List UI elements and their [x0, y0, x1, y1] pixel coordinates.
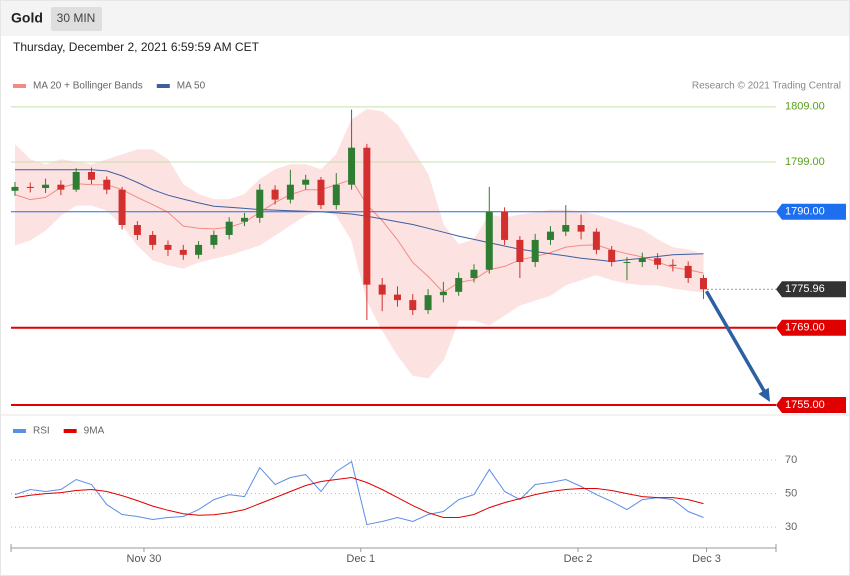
copyright: Research © 2021 Trading Central — [692, 81, 841, 92]
forecast-arrowhead — [758, 387, 770, 403]
x-tick-label: Dec 1 — [346, 553, 375, 565]
candle-body — [42, 184, 50, 189]
x-tick-label: Dec 3 — [692, 553, 721, 565]
candle-body — [470, 269, 478, 279]
bollinger-band — [15, 109, 704, 378]
candle-body — [72, 171, 80, 190]
timestamp: Thursday, December 2, 2021 6:59:59 AM CE… — [13, 40, 260, 54]
interval-button[interactable] — [51, 7, 102, 31]
candle-body — [363, 147, 371, 285]
candle-body — [225, 221, 233, 235]
y-tick-label: 50 — [785, 487, 797, 499]
candle-body — [592, 231, 600, 250]
candle-body — [409, 300, 417, 311]
candle-body — [11, 186, 19, 191]
indicator-line — [14, 460, 704, 526]
candle-body — [57, 184, 65, 190]
candle-body — [577, 225, 585, 232]
candle-body — [286, 184, 294, 200]
level-tag — [776, 203, 846, 220]
header-bar — [0, 0, 850, 36]
bollinger-upper — [14, 109, 704, 256]
candle-body — [332, 184, 340, 206]
x-tick-label: Nov 30 — [127, 553, 162, 565]
level-label: 1809.00 — [785, 101, 825, 113]
candle-body — [210, 234, 218, 245]
candle-body — [256, 189, 264, 218]
legend-label: RSI — [33, 426, 50, 437]
candle-body — [348, 147, 356, 185]
candle-body — [118, 189, 126, 226]
candle-body — [179, 249, 187, 255]
level-label: 1799.00 — [785, 156, 825, 168]
level-label: 1755.00 — [785, 399, 825, 411]
forecast-arrow — [704, 290, 769, 397]
candle-body — [608, 249, 616, 263]
candle-body — [87, 171, 95, 180]
candle-body — [271, 189, 279, 200]
candle-body — [240, 217, 248, 222]
candle-body — [623, 262, 631, 264]
moving-average — [14, 179, 704, 294]
bollinger-lower — [14, 204, 704, 379]
candle-body — [439, 291, 447, 296]
candle-body — [149, 234, 157, 245]
candle-body — [302, 179, 310, 185]
legend-swatch — [13, 429, 26, 433]
level-tag — [776, 281, 846, 298]
candle-body — [455, 278, 463, 292]
candle-body — [164, 244, 172, 250]
candle-body — [562, 225, 570, 232]
candle-body — [424, 295, 432, 311]
level-tag — [776, 397, 846, 414]
level-label: 1790.00 — [785, 206, 825, 218]
legend-label: MA 20 + Bollinger Bands — [33, 81, 143, 92]
candle-body — [699, 278, 707, 290]
candle-body — [531, 239, 539, 263]
candle-body — [516, 239, 524, 263]
symbol: Gold — [11, 10, 43, 26]
candle-body — [378, 284, 386, 295]
legend-swatch — [156, 84, 170, 88]
candle-body — [654, 258, 662, 265]
candle-body — [317, 179, 325, 206]
indicator-line — [14, 476, 704, 518]
candle-body — [393, 294, 401, 301]
candle-body — [546, 231, 554, 240]
y-tick-label: 70 — [785, 454, 797, 466]
candle-body — [195, 244, 203, 255]
candle-body — [103, 179, 111, 190]
legend-swatch — [63, 429, 77, 433]
legend-label: 9MA — [84, 426, 105, 437]
moving-average — [15, 169, 704, 263]
candle-body — [26, 186, 34, 189]
legend-swatch — [13, 84, 26, 88]
candle-body — [485, 211, 493, 270]
y-tick-label: 30 — [785, 521, 797, 533]
interval[interactable]: 30 MIN — [57, 11, 96, 25]
level-tag — [776, 319, 846, 336]
legend-label: MA 50 — [177, 81, 206, 92]
level-label: 1769.00 — [785, 322, 825, 334]
candle-body — [669, 264, 677, 266]
candle-body — [501, 211, 509, 240]
x-tick-label: Dec 2 — [564, 553, 593, 565]
candle-body — [684, 265, 692, 279]
candle-body — [133, 225, 141, 235]
candle-body — [638, 258, 646, 263]
level-label: 1775.96 — [785, 283, 825, 295]
